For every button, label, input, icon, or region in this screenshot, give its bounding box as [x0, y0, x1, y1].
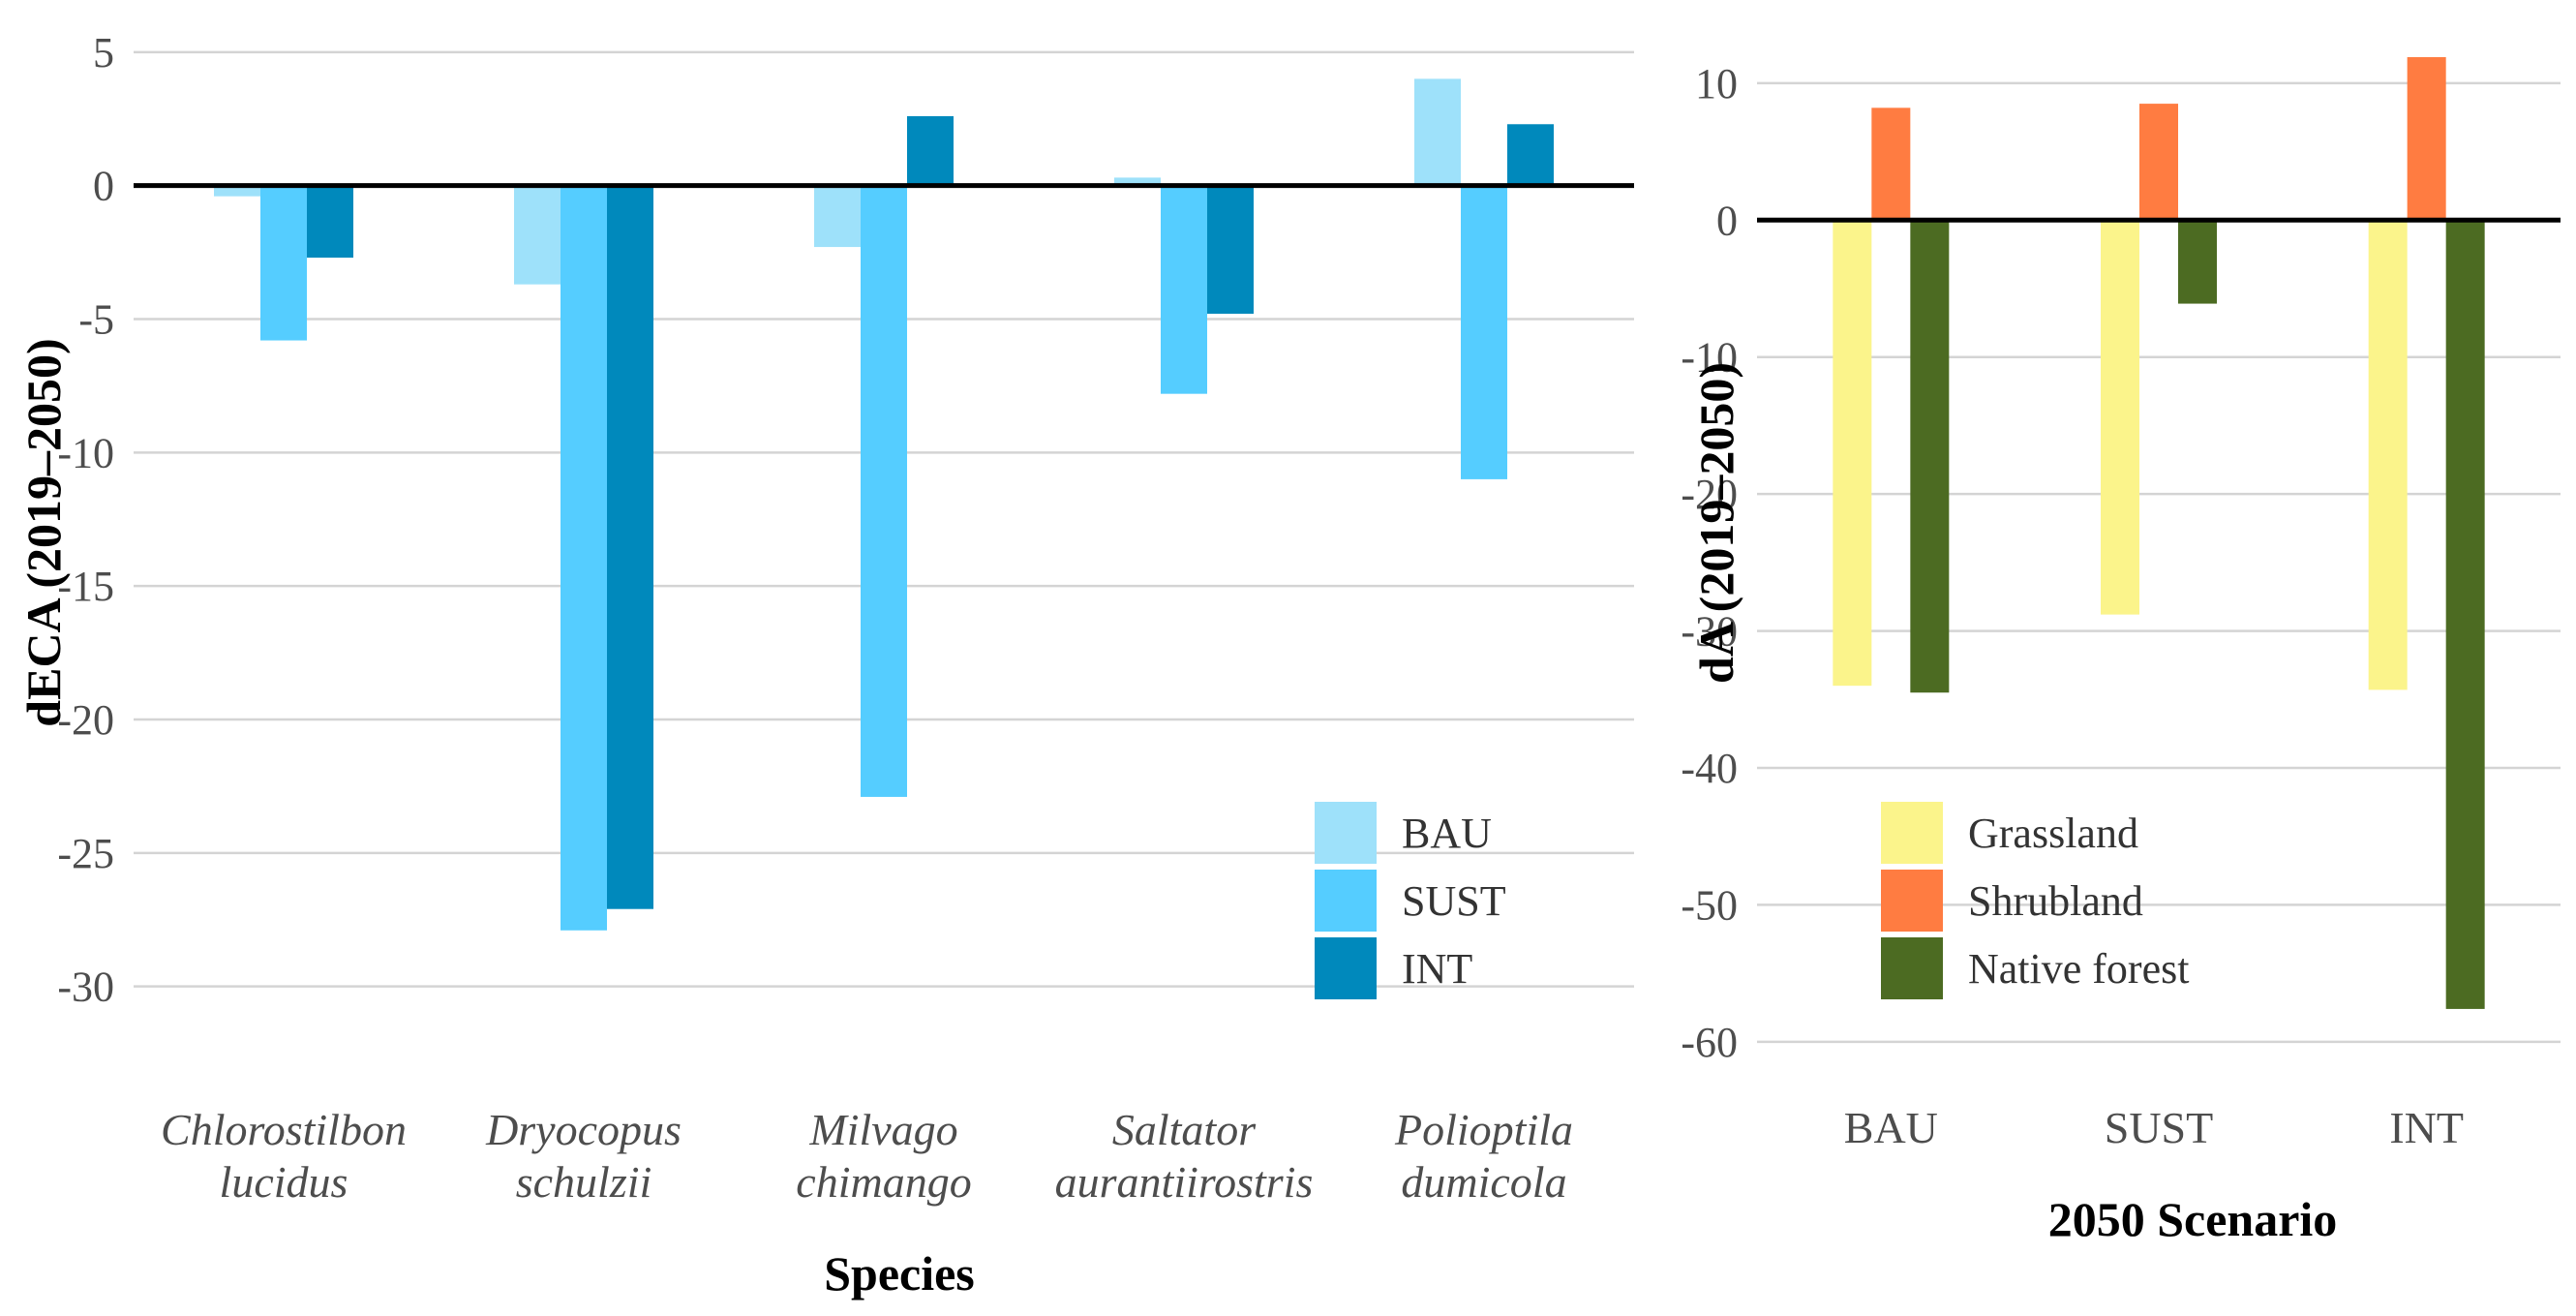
- bar-shrubland: [2139, 104, 2178, 221]
- x-axis-title: 2050 Scenario: [2048, 1192, 2338, 1246]
- bar-grassland: [1833, 220, 1872, 687]
- bar-grassland: [2368, 220, 2408, 690]
- bar-int: [907, 115, 954, 186]
- y-tick-label: -40: [1681, 745, 1738, 792]
- bar-shrubland: [1871, 107, 1911, 221]
- legend: Grassland Shrubland Native forest: [1881, 802, 2189, 999]
- y-tick-label: 5: [93, 29, 114, 77]
- y-tick-label: -25: [57, 830, 114, 877]
- legend-swatch: [1881, 937, 1943, 999]
- legend-swatch: [1881, 802, 1943, 864]
- bar-bau: [214, 185, 260, 197]
- x-tick-labels: Chlorostilbon lucidus Dryocopus schulzii Mil…: [161, 1105, 1573, 1207]
- bar-grassland: [2101, 220, 2139, 615]
- x-tick-label: Saltator aurantiirostris: [1055, 1105, 1314, 1207]
- legend-label: BAU: [1402, 810, 1492, 857]
- legend-swatch: [1315, 870, 1377, 932]
- bar-bau: [814, 185, 861, 248]
- x-axis-title: Species: [824, 1246, 975, 1301]
- bar-sust: [861, 185, 907, 797]
- bar-sust: [1461, 185, 1507, 479]
- bar-native-forest: [1910, 220, 1950, 693]
- y-tick-label: 0: [1716, 197, 1738, 244]
- scenario-da-chart: 10 0 -10 -20 -30 -40 -50 -60 BAU SUST INT 2050 Sc…: [1681, 57, 2561, 1246]
- bar-int: [1207, 185, 1254, 314]
- y-tick-label: -50: [1681, 881, 1738, 929]
- bar-int: [307, 185, 353, 259]
- y-tick-labels: 5 0 -5 -10 -15 -20 -25 -30: [57, 29, 114, 1011]
- y-tick-label: -20: [57, 696, 114, 744]
- bar-sust: [260, 185, 307, 341]
- y-tick-label: -30: [1681, 608, 1738, 656]
- bar-bau: [514, 185, 561, 285]
- x-tick-label: INT: [2389, 1103, 2464, 1152]
- bar-bau: [1414, 78, 1461, 186]
- legend-label: INT: [1402, 945, 1472, 993]
- y-tick-label: -15: [57, 563, 114, 610]
- bar-native-forest: [2178, 220, 2217, 304]
- y-tick-label: 0: [93, 163, 114, 210]
- y-axis-title: dA (2019–2050): [1689, 362, 1743, 684]
- y-tick-label: -20: [1681, 471, 1738, 518]
- bar-sust: [561, 185, 607, 931]
- legend-label: Shrubland: [1968, 877, 2143, 925]
- x-tick-labels: BAU SUST INT: [1844, 1103, 2464, 1152]
- y-tick-label: -5: [78, 295, 114, 343]
- bar-int: [1507, 124, 1554, 186]
- y-tick-label: -10: [57, 429, 114, 476]
- bar-sust: [1161, 185, 1207, 394]
- x-tick-label: SUST: [2105, 1103, 2213, 1152]
- bars: [214, 78, 1554, 931]
- y-tick-label: -30: [57, 964, 114, 1011]
- bar-bau: [1114, 177, 1161, 186]
- legend-label: Grassland: [1968, 810, 2138, 857]
- bar-native-forest: [2445, 220, 2485, 1009]
- x-tick-label: Polioptila dumicola: [1394, 1105, 1573, 1207]
- x-tick-label: Dryocopus schulzii: [485, 1105, 682, 1207]
- x-tick-label: Chlorostilbon lucidus: [161, 1105, 407, 1207]
- legend: BAU SUST INT: [1315, 802, 1506, 999]
- y-tick-labels: 10 0 -10 -20 -30 -40 -50 -60: [1681, 60, 1738, 1066]
- x-tick-label: Milvago chimango: [796, 1105, 971, 1207]
- legend-swatch: [1315, 937, 1377, 999]
- gridlines: [1757, 81, 2561, 1044]
- x-tick-label: BAU: [1844, 1103, 1938, 1152]
- bar-shrubland: [2407, 57, 2446, 221]
- bar-int: [607, 185, 653, 909]
- y-tick-label: 10: [1695, 60, 1738, 107]
- y-axis-title: dECA (2019–2050): [16, 338, 71, 726]
- legend-swatch: [1315, 802, 1377, 864]
- y-tick-label: -10: [1681, 334, 1738, 382]
- species-deca-chart: 5 0 -5 -10 -15 -20 -25 -30 Chlorostilbon lucidus…: [16, 29, 1634, 1301]
- bars: [1833, 57, 2485, 1009]
- y-tick-label: -60: [1681, 1019, 1738, 1066]
- legend-label: SUST: [1402, 877, 1506, 925]
- legend-label: Native forest: [1968, 945, 2189, 993]
- legend-swatch: [1881, 870, 1943, 932]
